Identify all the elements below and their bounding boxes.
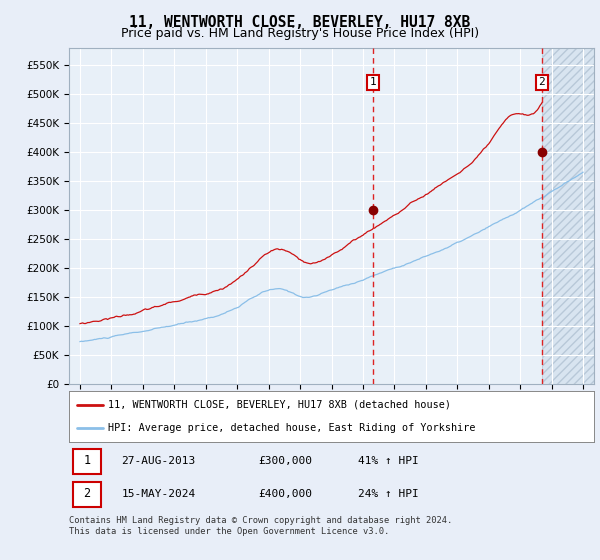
Text: 15-MAY-2024: 15-MAY-2024 (121, 489, 196, 499)
Text: 27-AUG-2013: 27-AUG-2013 (121, 456, 196, 466)
Bar (542, 48, 599, 384)
Text: £400,000: £400,000 (258, 489, 312, 499)
Text: 41% ↑ HPI: 41% ↑ HPI (358, 456, 419, 466)
Text: £300,000: £300,000 (258, 456, 312, 466)
Text: Contains HM Land Registry data © Crown copyright and database right 2024.
This d: Contains HM Land Registry data © Crown c… (69, 516, 452, 536)
Text: 11, WENTWORTH CLOSE, BEVERLEY, HU17 8XB (detached house): 11, WENTWORTH CLOSE, BEVERLEY, HU17 8XB … (109, 400, 451, 410)
Text: 2: 2 (538, 77, 545, 87)
FancyBboxPatch shape (73, 482, 101, 507)
Bar (542, 48, 599, 384)
Text: Price paid vs. HM Land Registry's House Price Index (HPI): Price paid vs. HM Land Registry's House … (121, 27, 479, 40)
FancyBboxPatch shape (73, 449, 101, 474)
Text: HPI: Average price, detached house, East Riding of Yorkshire: HPI: Average price, detached house, East… (109, 423, 476, 433)
Text: 11, WENTWORTH CLOSE, BEVERLEY, HU17 8XB: 11, WENTWORTH CLOSE, BEVERLEY, HU17 8XB (130, 15, 470, 30)
Text: 1: 1 (370, 77, 377, 87)
Text: 24% ↑ HPI: 24% ↑ HPI (358, 489, 419, 499)
Text: 2: 2 (83, 487, 91, 501)
Text: 1: 1 (83, 454, 91, 468)
